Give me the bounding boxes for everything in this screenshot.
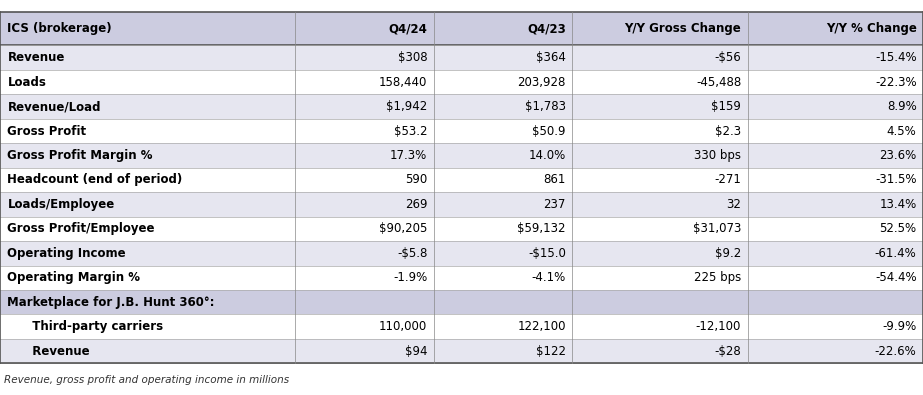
Text: -15.4%: -15.4% <box>875 51 917 64</box>
Text: -61.4%: -61.4% <box>875 247 917 260</box>
Text: Loads: Loads <box>7 75 46 88</box>
Text: $53.2: $53.2 <box>394 124 427 137</box>
Text: Gross Profit Margin %: Gross Profit Margin % <box>7 149 153 162</box>
Text: 17.3%: 17.3% <box>390 149 427 162</box>
Text: -31.5%: -31.5% <box>875 173 917 186</box>
Text: -$5.8: -$5.8 <box>397 247 427 260</box>
Text: Loads/Employee: Loads/Employee <box>7 198 114 211</box>
Text: 8.9%: 8.9% <box>887 100 917 113</box>
Text: Revenue, gross profit and operating income in millions: Revenue, gross profit and operating inco… <box>4 375 289 385</box>
Text: 203,928: 203,928 <box>518 75 566 88</box>
Text: $1,783: $1,783 <box>525 100 566 113</box>
Text: Y/Y % Change: Y/Y % Change <box>826 22 917 35</box>
Text: 237: 237 <box>544 198 566 211</box>
Text: 110,000: 110,000 <box>379 320 427 333</box>
Text: 590: 590 <box>405 173 427 186</box>
Text: Revenue/Load: Revenue/Load <box>7 100 101 113</box>
Bar <box>0 94 923 119</box>
Text: $94: $94 <box>405 345 427 357</box>
Text: $90,205: $90,205 <box>379 222 427 235</box>
Text: $50.9: $50.9 <box>533 124 566 137</box>
Text: 158,440: 158,440 <box>379 75 427 88</box>
Text: -$15.0: -$15.0 <box>528 247 566 260</box>
Text: 4.5%: 4.5% <box>887 124 917 137</box>
Text: $308: $308 <box>398 51 427 64</box>
Text: $59,132: $59,132 <box>517 222 566 235</box>
Text: Operating Income: Operating Income <box>7 247 126 260</box>
Text: -12,100: -12,100 <box>696 320 741 333</box>
Text: -271: -271 <box>714 173 741 186</box>
Text: 122,100: 122,100 <box>517 320 566 333</box>
Bar <box>0 143 923 168</box>
Text: -$28: -$28 <box>714 345 741 357</box>
Bar <box>0 339 923 363</box>
Text: Operating Margin %: Operating Margin % <box>7 271 140 284</box>
Bar <box>0 314 923 339</box>
Text: ICS (brokerage): ICS (brokerage) <box>7 22 112 35</box>
Text: Third-party carriers: Third-party carriers <box>24 320 163 333</box>
Text: $1,942: $1,942 <box>386 100 427 113</box>
Bar <box>0 12 923 45</box>
Text: Y/Y Gross Change: Y/Y Gross Change <box>625 22 741 35</box>
Bar <box>0 241 923 265</box>
Text: Gross Profit/Employee: Gross Profit/Employee <box>7 222 155 235</box>
Bar <box>0 70 923 94</box>
Text: -22.6%: -22.6% <box>875 345 917 357</box>
Text: Marketplace for J.B. Hunt 360°:: Marketplace for J.B. Hunt 360°: <box>7 296 215 309</box>
Text: -9.9%: -9.9% <box>882 320 917 333</box>
Text: -$56: -$56 <box>714 51 741 64</box>
Text: -54.4%: -54.4% <box>875 271 917 284</box>
Bar <box>0 45 923 70</box>
Bar <box>0 290 923 314</box>
Text: 32: 32 <box>726 198 741 211</box>
Text: $9.2: $9.2 <box>715 247 741 260</box>
Text: 225 bps: 225 bps <box>694 271 741 284</box>
Bar <box>0 192 923 216</box>
Text: 330 bps: 330 bps <box>694 149 741 162</box>
Text: -45,488: -45,488 <box>696 75 741 88</box>
Text: Revenue: Revenue <box>7 51 65 64</box>
Text: $2.3: $2.3 <box>715 124 741 137</box>
Text: Gross Profit: Gross Profit <box>7 124 87 137</box>
Text: Q4/23: Q4/23 <box>527 22 566 35</box>
Text: -22.3%: -22.3% <box>875 75 917 88</box>
Text: 13.4%: 13.4% <box>880 198 917 211</box>
Text: $122: $122 <box>535 345 566 357</box>
Bar <box>0 119 923 143</box>
Text: 861: 861 <box>544 173 566 186</box>
Bar <box>0 168 923 192</box>
Text: 269: 269 <box>405 198 427 211</box>
Text: Q4/24: Q4/24 <box>389 22 427 35</box>
Bar <box>0 265 923 290</box>
Text: 52.5%: 52.5% <box>880 222 917 235</box>
Text: Revenue: Revenue <box>24 345 90 357</box>
Text: Headcount (end of period): Headcount (end of period) <box>7 173 183 186</box>
Text: 23.6%: 23.6% <box>880 149 917 162</box>
Bar <box>0 216 923 241</box>
Text: -4.1%: -4.1% <box>532 271 566 284</box>
Text: $31,073: $31,073 <box>693 222 741 235</box>
Text: $159: $159 <box>712 100 741 113</box>
Text: $364: $364 <box>536 51 566 64</box>
Text: -1.9%: -1.9% <box>393 271 427 284</box>
Text: 14.0%: 14.0% <box>529 149 566 162</box>
